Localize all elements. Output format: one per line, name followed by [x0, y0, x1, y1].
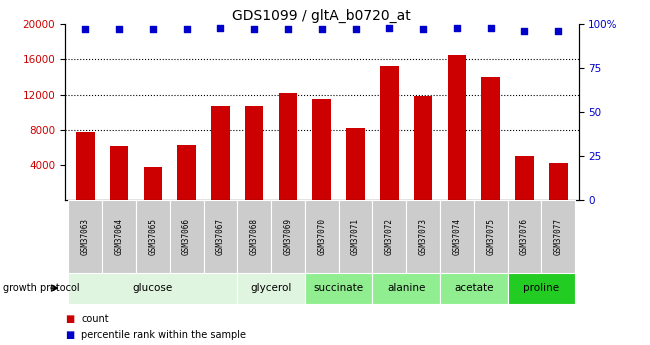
Text: glucose: glucose [133, 283, 173, 293]
Point [519, 28, 530, 34]
Point [80, 27, 90, 32]
Text: GSM37066: GSM37066 [182, 218, 191, 255]
Bar [211, 106, 229, 200]
Bar [68, 273, 237, 304]
Bar [380, 66, 398, 200]
Bar [346, 128, 365, 200]
Text: ■: ■ [65, 314, 74, 324]
Bar [305, 200, 339, 273]
Point [181, 27, 192, 32]
Text: GSM37067: GSM37067 [216, 218, 225, 255]
Bar [406, 200, 440, 273]
Text: glycerol: glycerol [250, 283, 292, 293]
Point [452, 25, 462, 30]
Bar [549, 163, 567, 200]
Point [350, 27, 361, 32]
Point [384, 25, 395, 30]
Point [486, 25, 496, 30]
Point [418, 27, 428, 32]
Point [148, 27, 158, 32]
Bar [279, 93, 297, 200]
Text: count: count [81, 314, 109, 324]
Bar [482, 77, 500, 200]
Bar [440, 273, 508, 304]
Bar [110, 146, 128, 200]
Bar [440, 200, 474, 273]
Bar [541, 200, 575, 273]
Point [114, 27, 124, 32]
Bar [203, 200, 237, 273]
Bar [305, 273, 372, 304]
Bar [372, 200, 406, 273]
Bar [237, 273, 305, 304]
Point [553, 28, 564, 34]
Text: GSM37076: GSM37076 [520, 218, 529, 255]
Bar [144, 167, 162, 200]
Bar [102, 200, 136, 273]
Text: GSM37068: GSM37068 [250, 218, 259, 255]
Text: GSM37074: GSM37074 [452, 218, 462, 255]
Text: GSM37064: GSM37064 [114, 218, 124, 255]
Text: GSM37072: GSM37072 [385, 218, 394, 255]
Text: GSM37070: GSM37070 [317, 218, 326, 255]
Point [283, 27, 293, 32]
Bar [136, 200, 170, 273]
Text: growth protocol: growth protocol [3, 283, 80, 293]
Bar [68, 200, 102, 273]
Text: succinate: succinate [313, 283, 364, 293]
Text: GSM37075: GSM37075 [486, 218, 495, 255]
Point [317, 27, 327, 32]
Bar [245, 106, 263, 200]
Bar [76, 132, 94, 200]
Bar [177, 145, 196, 200]
Point [249, 27, 259, 32]
Text: percentile rank within the sample: percentile rank within the sample [81, 330, 246, 339]
Text: ■: ■ [65, 330, 74, 339]
Bar [474, 200, 508, 273]
Text: acetate: acetate [454, 283, 493, 293]
Point [215, 25, 226, 30]
Bar [237, 200, 271, 273]
Bar [508, 273, 575, 304]
Bar [448, 55, 466, 200]
Bar [414, 96, 432, 200]
Title: GDS1099 / gltA_b0720_at: GDS1099 / gltA_b0720_at [233, 9, 411, 23]
Bar [170, 200, 203, 273]
Text: GSM37073: GSM37073 [419, 218, 428, 255]
Text: GSM37069: GSM37069 [283, 218, 292, 255]
Bar [271, 200, 305, 273]
Text: proline: proline [523, 283, 560, 293]
Bar [508, 200, 541, 273]
Bar [372, 273, 440, 304]
Text: GSM37071: GSM37071 [351, 218, 360, 255]
Text: alanine: alanine [387, 283, 425, 293]
Bar [339, 200, 372, 273]
Text: GSM37063: GSM37063 [81, 218, 90, 255]
Bar [515, 156, 534, 200]
Bar [313, 99, 331, 200]
Text: GSM37077: GSM37077 [554, 218, 563, 255]
Text: GSM37065: GSM37065 [148, 218, 157, 255]
